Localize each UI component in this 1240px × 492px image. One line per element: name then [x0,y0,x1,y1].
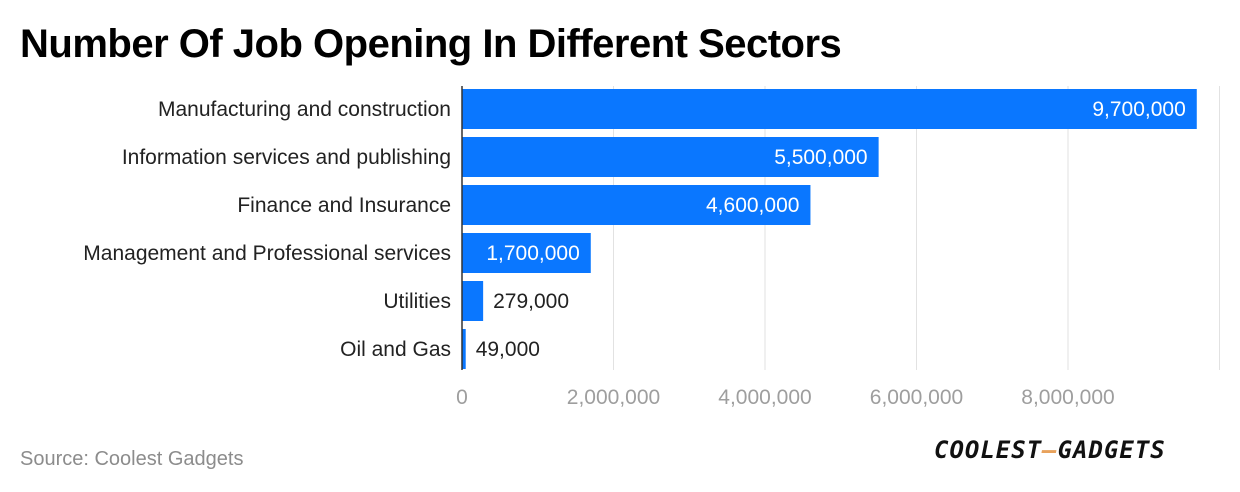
category-label-4: Utilities [383,290,451,313]
value-label-1: 5,500,000 [774,146,867,169]
bar-1 [462,137,879,177]
x-tick-label-4: 8,000,000 [1021,386,1114,409]
logo-left-text: COOLEST [934,436,1043,464]
category-label-1: Information services and publishing [122,146,451,169]
chart-title: Number Of Job Opening In Different Secto… [20,22,842,66]
source-note: Source: Coolest Gadgets [20,448,244,470]
x-tick-label-0: 0 [456,386,468,409]
category-label-5: Oil and Gas [340,338,451,361]
bar-4 [462,281,484,321]
value-label-4: 279,000 [493,290,569,313]
value-label-2: 4,600,000 [706,194,799,217]
category-label-2: Finance and Insurance [237,194,451,217]
value-label-5: 49,000 [476,338,540,361]
logo-right-text: GADGETS [1057,436,1166,464]
category-label-3: Management and Professional services [83,242,451,265]
x-tick-label-2: 4,000,000 [718,386,811,409]
bar-5 [462,329,466,369]
bar-2 [462,185,811,225]
coolest-gadgets-logo: COOLEST–GADGETS [934,436,1166,464]
bar-0 [462,89,1197,129]
x-tick-label-3: 6,000,000 [870,386,963,409]
category-label-0: Manufacturing and construction [158,98,451,121]
x-tick-label-1: 2,000,000 [567,386,660,409]
value-label-0: 9,700,000 [1092,98,1185,121]
logo-dash: – [1042,436,1058,464]
value-label-3: 1,700,000 [486,242,579,265]
bar-3 [462,233,591,273]
